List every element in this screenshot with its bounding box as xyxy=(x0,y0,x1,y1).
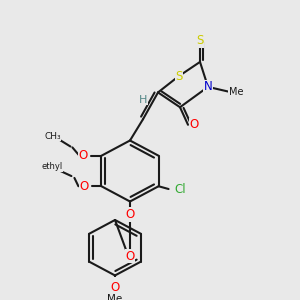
Text: Me: Me xyxy=(107,293,123,300)
Text: O: O xyxy=(110,281,120,294)
Text: O: O xyxy=(80,180,89,193)
Text: S: S xyxy=(175,70,183,83)
Text: N: N xyxy=(204,80,212,93)
Text: S: S xyxy=(196,34,204,47)
Text: CH₃: CH₃ xyxy=(44,132,61,141)
Text: O: O xyxy=(189,118,199,131)
Text: O: O xyxy=(125,250,135,262)
Text: Me: Me xyxy=(229,86,243,97)
Text: H: H xyxy=(139,95,147,105)
Text: ethyl: ethyl xyxy=(42,162,63,171)
Text: O: O xyxy=(80,180,89,193)
Text: O: O xyxy=(79,149,88,162)
Text: Cl: Cl xyxy=(175,182,186,196)
Text: O: O xyxy=(125,208,135,221)
